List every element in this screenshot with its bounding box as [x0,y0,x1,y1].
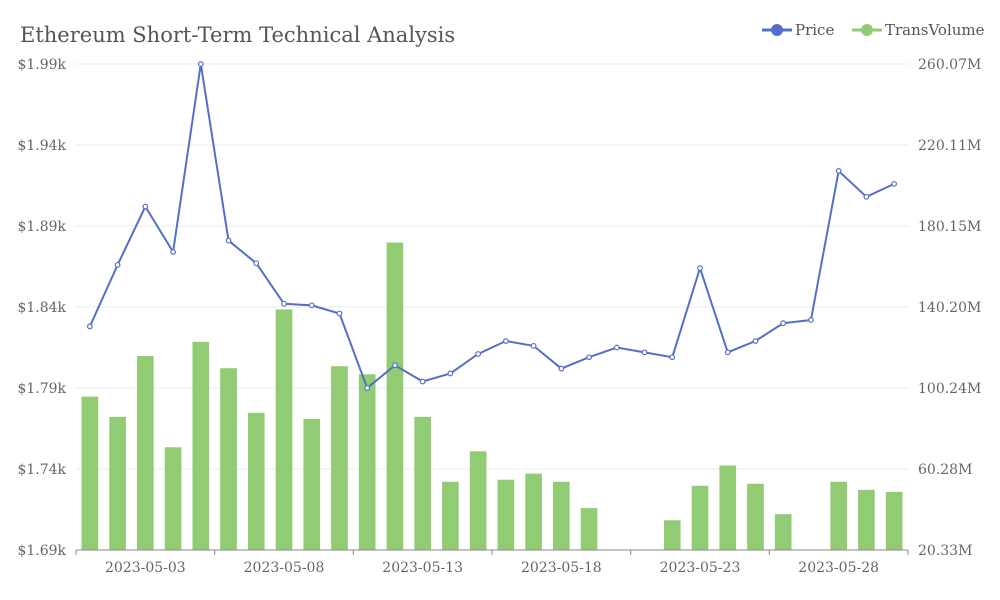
volume-bar [525,473,542,550]
price-point [891,180,898,187]
legend[interactable]: Price TransVolume [762,21,985,39]
price-point [613,344,620,351]
price-point [724,349,731,356]
price-point [586,354,592,361]
y-left-tick-labels: $1.69k $1.74k $1.79k $1.84k $1.89k $1.94k $1.9… [17,57,66,559]
volume-bar [81,396,99,550]
volume-bar [553,481,570,550]
volume-bar [192,341,210,550]
volume-bar [858,489,875,550]
price-point [114,261,121,268]
price-point [86,323,93,330]
price-point [863,193,870,200]
legend-item[interactable]: TransVolume [852,21,985,39]
y-right-tick-label: 20.33M [918,543,972,559]
volume-bar [386,242,404,550]
price-point [502,338,509,344]
price-line-series [86,61,898,391]
y-right-tick-label: 180.15M [918,219,981,235]
x-tick-labels: 2023-05-03 2023-05-08 2023-05-13 2023-05-18… [105,560,879,576]
volume-bars [81,242,903,550]
legend-circle-icon [861,24,873,36]
volume-bar [774,514,792,550]
price-point [697,265,703,272]
volume-bar [275,309,293,550]
legend-label: Price [795,21,834,39]
volume-bar [137,356,154,550]
price-point [752,338,759,344]
y-left-tick-label: $1.79k [17,381,66,397]
price-point [308,302,315,309]
price-point [253,260,260,267]
price-point [197,61,204,67]
y-left-tick-label: $1.94k [17,138,66,154]
x-tick-label: 2023-05-13 [382,560,463,576]
volume-bar [442,481,459,550]
price-point [281,300,287,307]
x-tick-label: 2023-05-03 [105,560,186,576]
volume-bar [469,451,487,550]
volume-bar [331,366,348,550]
y-right-tick-label: 100.24M [918,381,981,397]
legend-label: TransVolume [885,21,985,39]
price-point [225,237,232,244]
y-right-tick-label: 140.20M [918,300,981,316]
legend-item[interactable]: Price [762,21,834,39]
volume-bar [747,483,764,550]
price-point [336,310,343,317]
price-point [142,203,149,210]
grid-lines [76,63,908,470]
y-left-tick-label: $1.69k [17,543,66,559]
volume-bar [497,479,515,550]
volume-bar [830,481,847,550]
y-left-tick-label: $1.74k [17,462,66,478]
volume-bar [414,416,431,550]
price-point [170,249,176,255]
price-point [530,342,537,349]
price-point [558,365,565,372]
price-point [419,378,426,385]
x-tick-label: 2023-05-18 [521,560,602,576]
x-tick-label: 2023-05-23 [660,560,741,576]
y-right-tick-label: 260.07M [918,57,981,73]
price-line [88,63,895,390]
x-tick-label: 2023-05-08 [244,560,325,576]
y-right-tick-label: 220.11M [918,138,981,154]
volume-bar [303,418,321,550]
price-point [447,370,454,377]
volume-bar [580,508,598,550]
y-right-tick-labels: 20.33M 60.28M 100.24M 140.20M 180.15M 220.11M… [918,57,981,559]
volume-bar [220,368,237,550]
volume-bar [691,485,709,550]
volume-bar [109,416,126,550]
y-left-tick-label: $1.89k [17,219,66,235]
y-left-tick-label: $1.99k [17,57,66,73]
volume-bar [358,374,376,550]
legend-circle-icon [771,24,783,36]
price-point [669,354,676,361]
axes [75,549,909,555]
volume-bar [885,491,903,550]
volume-bar [719,465,737,550]
chart-title: Ethereum Short-Term Technical Analysis [20,23,455,47]
volume-bar [164,447,182,550]
price-point [392,362,398,369]
price-point [808,317,814,323]
price-point [364,385,371,391]
y-left-tick-label: $1.84k [17,300,66,316]
x-tick-label: 2023-05-28 [798,560,879,576]
y-right-tick-label: 60.28M [918,462,972,478]
price-point [475,351,482,357]
price-point [641,349,648,356]
volume-bar [247,412,265,550]
price-point [780,320,787,327]
price-point [835,168,842,174]
volume-bar [663,520,681,550]
